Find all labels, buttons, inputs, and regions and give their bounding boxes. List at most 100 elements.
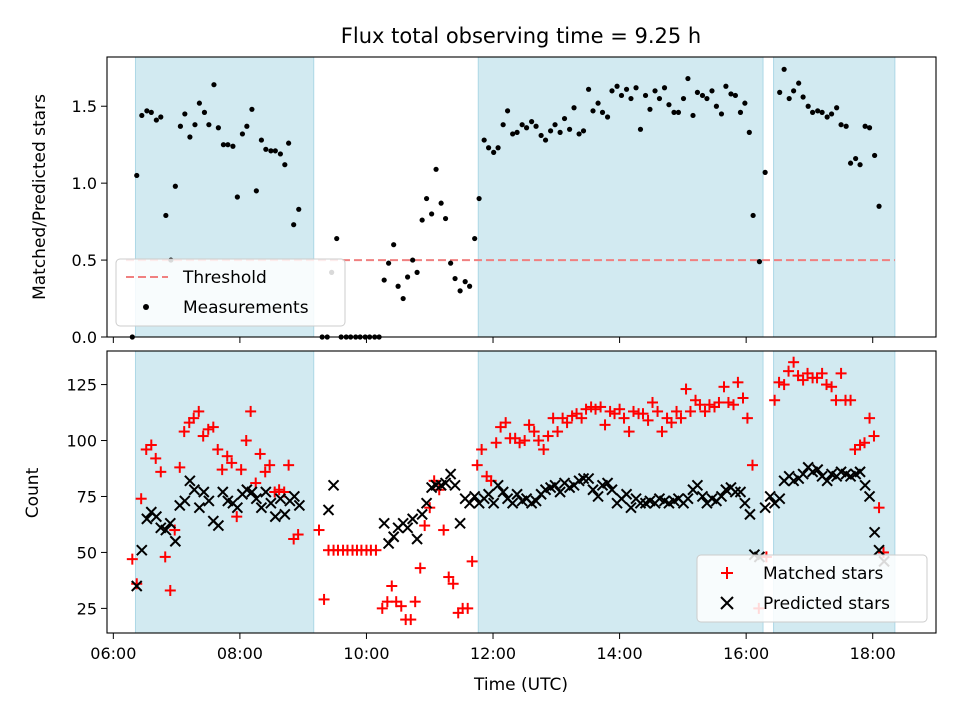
measurement-point [462, 279, 468, 285]
measurement-point [485, 145, 492, 151]
bottom-legend: Matched stars Predicted stars [696, 554, 928, 623]
measurement-point [442, 215, 449, 222]
matched-star-marker [193, 405, 205, 417]
measurement-point [144, 108, 150, 114]
measurement-point [334, 235, 340, 242]
measurement-point [671, 109, 677, 115]
matched-star-marker [773, 376, 785, 388]
measurement-point [876, 203, 882, 209]
predicted-star-marker [492, 479, 504, 491]
measurement-point [423, 195, 430, 202]
matched-star-marker [652, 405, 664, 417]
measurement-point [249, 106, 255, 112]
legend-predicted-label: Predicted stars [763, 594, 890, 614]
measurement-point [538, 132, 544, 139]
measurement-point [491, 149, 497, 155]
matched-star-marker [816, 367, 828, 379]
measurement-point [504, 108, 511, 114]
predicted-star-marker [734, 486, 747, 498]
matched-star-marker [447, 578, 459, 590]
predicted-star-marker [587, 484, 599, 496]
predicted-star-marker [269, 510, 282, 523]
predicted-star-marker [279, 508, 291, 521]
predicted-star-marker [530, 495, 542, 507]
measurement-point [750, 212, 756, 219]
predicted-star-marker [773, 493, 786, 505]
matched-star-marker [259, 466, 271, 478]
predicted-star-marker [260, 486, 272, 498]
predicted-star-marker [193, 501, 206, 514]
measurement-point [604, 114, 611, 120]
measurement-point [548, 128, 554, 134]
matched-star-marker [471, 459, 483, 471]
matched-star-marker [264, 459, 276, 471]
matched-star-marker [694, 399, 706, 411]
matched-star-marker [737, 392, 749, 404]
measurement-point [523, 125, 530, 131]
predicted-star-marker [868, 526, 881, 538]
measurement-point [580, 128, 587, 134]
predicted-star-marker [188, 484, 201, 496]
predicted-star-marker [387, 531, 400, 543]
measurement-point [533, 123, 539, 129]
x-axis-label: Time (UTC) [473, 675, 568, 695]
measurement-point [656, 95, 663, 102]
measurement-point [834, 105, 840, 111]
bottom-y-axis-label: Count [23, 467, 43, 518]
measurement-point [614, 83, 620, 89]
y-tick-label: 50 [77, 543, 97, 562]
matched-star-marker [197, 430, 209, 442]
predicted-star-marker [212, 519, 225, 532]
matched-star-marker [131, 578, 143, 590]
matched-star-marker [283, 459, 295, 471]
predicted-star-marker [468, 490, 481, 503]
matched-star-marker [126, 553, 138, 565]
measurement-point [438, 200, 444, 206]
predicted-star-markers [131, 461, 890, 592]
measurement-point [239, 131, 246, 137]
measurement-point [510, 131, 516, 137]
matched-star-marker [178, 426, 190, 438]
measurement-point [158, 114, 164, 120]
predicted-star-marker [141, 513, 153, 525]
legend-measurements-label: Measurements [183, 298, 309, 318]
y-tick-label: 1.5 [72, 97, 97, 116]
matched-star-marker [245, 405, 257, 417]
measurement-point [410, 257, 416, 263]
measurement-point [452, 275, 458, 282]
measurement-point [557, 129, 563, 135]
measurement-point [805, 103, 811, 109]
matched-star-marker [313, 524, 325, 536]
matched-star-marker [376, 602, 388, 614]
measurement-point [268, 148, 274, 154]
measurement-point [395, 283, 401, 289]
measurement-point [433, 166, 439, 172]
matched-star-marker [519, 435, 531, 447]
matched-star-marker [273, 484, 285, 496]
matched-star-marker [466, 555, 478, 567]
y-tick-label: 25 [77, 599, 97, 618]
measurement-point [742, 100, 748, 106]
measurement-point [404, 274, 411, 280]
bottom-panel-counts: 25 50 75 100 125 06:00 08:00 10:00 12:00 14:00 16:… [23, 350, 937, 695]
y-tick-label: 125 [66, 376, 97, 395]
predicted-star-marker [682, 493, 694, 505]
measurement-point [448, 260, 454, 266]
predicted-star-marker [511, 488, 523, 500]
predicted-star-marker [217, 486, 229, 498]
measurement-point [172, 183, 178, 189]
matched-star-marker [699, 405, 711, 417]
x-tick-label: 08:00 [217, 644, 263, 663]
predicted-star-marker [255, 501, 268, 514]
predicted-star-marker [231, 501, 244, 514]
matched-star-marker [419, 520, 431, 532]
predicted-star-marker [378, 517, 390, 530]
predicted-star-marker [759, 501, 771, 514]
measurement-point [187, 134, 193, 140]
matched-star-marker [240, 435, 252, 447]
measurement-point [872, 152, 878, 159]
measurement-point [828, 111, 835, 117]
predicted-star-marker [634, 497, 647, 509]
measurement-point [694, 89, 701, 95]
